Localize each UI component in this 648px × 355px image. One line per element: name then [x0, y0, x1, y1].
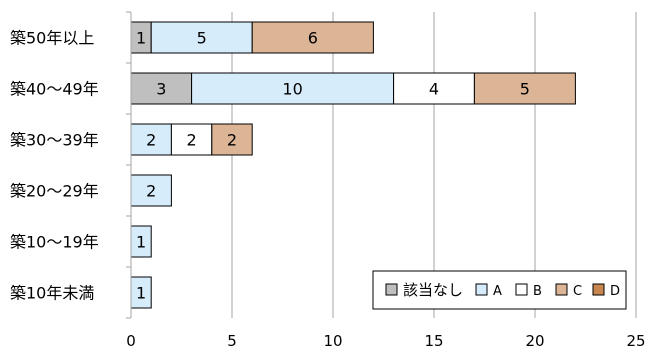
bar-segment [170, 123, 213, 156]
data-label: 3 [156, 80, 166, 99]
category-label: 築30～39年 [10, 131, 99, 150]
x-tick-label: 25 [626, 332, 645, 350]
data-label: 6 [308, 29, 318, 48]
x-tick-label: 20 [525, 332, 544, 350]
x-tick-label: 0 [126, 332, 136, 350]
category-label: 築50年以上 [10, 29, 94, 48]
data-label: 2 [146, 131, 156, 150]
legend-box [372, 270, 627, 310]
legend-label: A [493, 284, 502, 299]
legend-swatch [592, 283, 605, 296]
legend: 該当なし A B C D [372, 270, 627, 310]
x-tick-label: 5 [227, 332, 237, 350]
data-label: 2 [187, 131, 197, 150]
data-label: 5 [197, 29, 207, 48]
bar-segment [150, 21, 253, 54]
category-label: 築40～49年 [10, 80, 99, 99]
legend-swatch [515, 283, 528, 296]
data-label: 10 [282, 80, 302, 99]
data-label: 4 [429, 80, 439, 99]
legend-label: B [533, 284, 542, 299]
legend-swatch [475, 283, 488, 296]
legend-swatch [385, 283, 398, 296]
bar-segment [211, 123, 253, 156]
data-label: 2 [227, 131, 237, 150]
bar-segment [251, 21, 374, 54]
legend-label: C [573, 284, 582, 299]
axes: 0 5 10 15 20 25築50年以上築40～49年築30～39年築20～29年築10… [10, 11, 646, 350]
bar-segment [130, 174, 172, 207]
data-label: 5 [520, 80, 530, 99]
grid-lines [231, 12, 637, 318]
legend-swatch [555, 283, 568, 296]
x-tick-label: 15 [424, 332, 443, 350]
category-label: 築20～29年 [10, 182, 99, 201]
legend-label: D [610, 284, 620, 299]
category-label: 築10～19年 [10, 233, 99, 252]
data-label: 1 [136, 29, 146, 48]
x-tick-label: 10 [323, 332, 342, 350]
data-label: 1 [136, 233, 146, 252]
bar-segment [130, 123, 172, 156]
data-label: 2 [146, 182, 156, 201]
bar-segment [473, 72, 576, 105]
legend-label: 該当なし [403, 281, 463, 299]
category-label: 築10年未満 [10, 284, 94, 303]
data-label: 1 [136, 284, 146, 303]
bars: 1 5 6 3 10 4 5 2 2 2 2 1 1 [130, 21, 576, 309]
